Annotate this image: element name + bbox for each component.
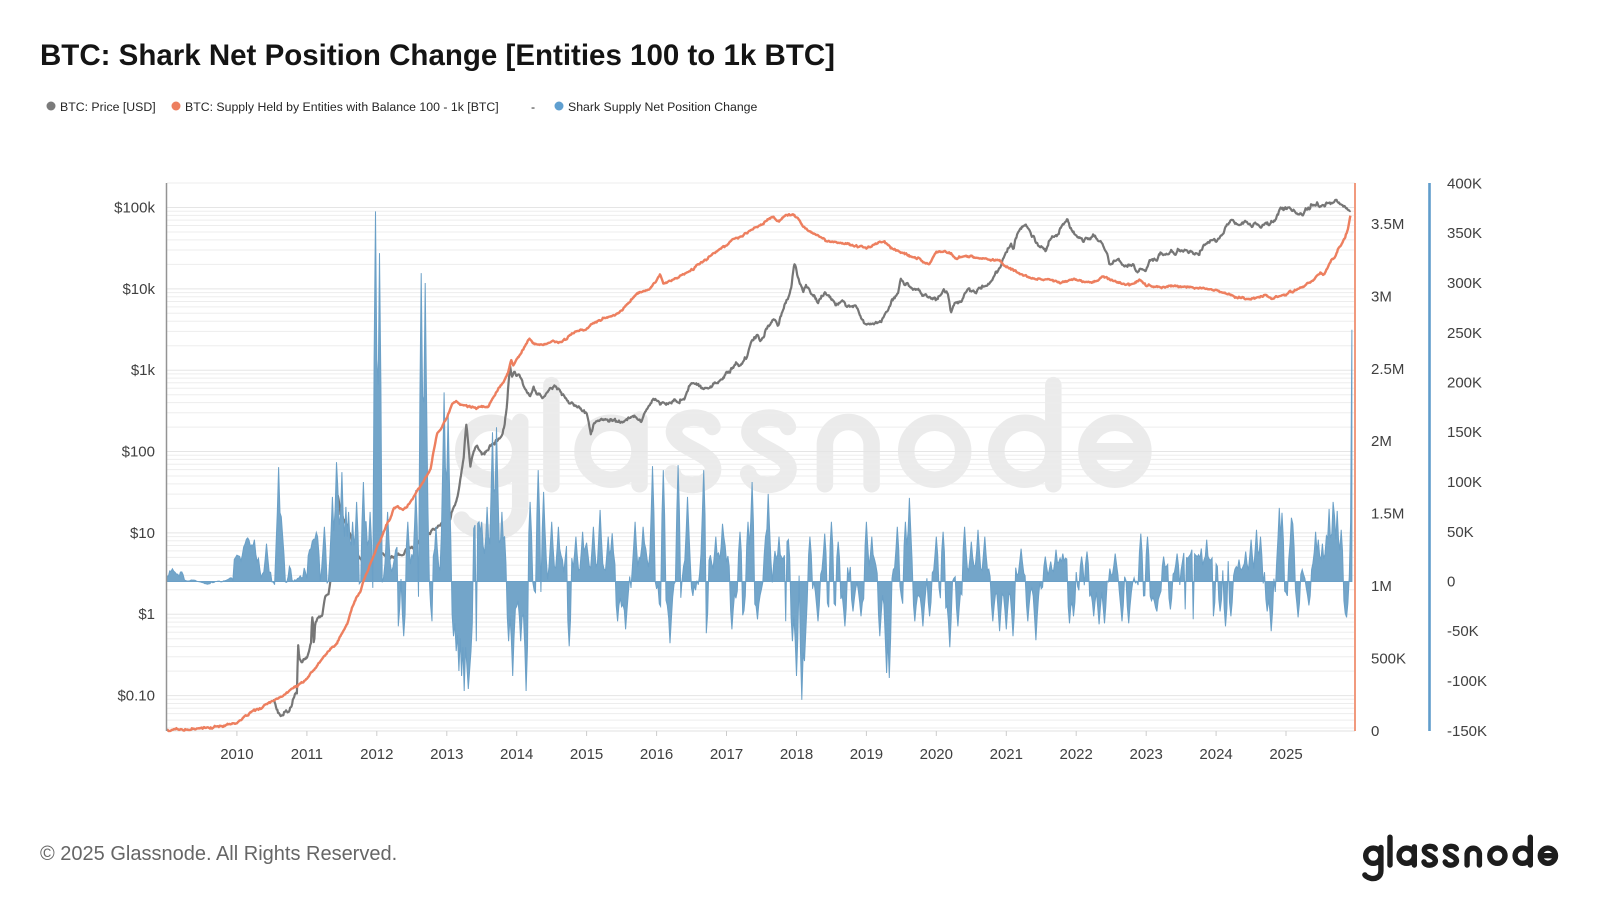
svg-text:2024: 2024	[1199, 746, 1232, 763]
svg-text:1M: 1M	[1371, 578, 1392, 595]
svg-text:2023: 2023	[1130, 746, 1163, 763]
svg-text:2019: 2019	[850, 746, 883, 763]
svg-text:350K: 350K	[1447, 225, 1482, 242]
svg-text:2022: 2022	[1060, 746, 1093, 763]
svg-text:$10: $10	[130, 525, 155, 542]
svg-text:500K: 500K	[1371, 651, 1406, 668]
svg-text:BTC: Shark Net Position Change: BTC: Shark Net Position Change [Entities…	[40, 39, 835, 72]
svg-text:2021: 2021	[990, 746, 1023, 763]
svg-text:0: 0	[1371, 723, 1379, 740]
svg-text:2020: 2020	[920, 746, 953, 763]
svg-text:300K: 300K	[1447, 275, 1482, 292]
svg-text:$100: $100	[122, 444, 155, 461]
svg-text:0: 0	[1447, 574, 1455, 591]
svg-text:2014: 2014	[500, 746, 533, 763]
svg-text:100K: 100K	[1447, 474, 1482, 491]
svg-text:3.5M: 3.5M	[1371, 216, 1404, 233]
svg-text:BTC: Supply Held by Entities w: BTC: Supply Held by Entities with Balanc…	[185, 100, 499, 114]
svg-text:2.5M: 2.5M	[1371, 361, 1404, 378]
svg-text:2M: 2M	[1371, 433, 1392, 450]
svg-text:2016: 2016	[640, 746, 673, 763]
svg-text:$10k: $10k	[122, 281, 155, 298]
svg-text:Shark Supply Net Position Chan: Shark Supply Net Position Change	[568, 100, 758, 114]
svg-text:2012: 2012	[360, 746, 393, 763]
svg-text:250K: 250K	[1447, 325, 1482, 342]
svg-text:$100k: $100k	[114, 200, 155, 217]
svg-text:BTC: Price [USD]: BTC: Price [USD]	[60, 100, 156, 114]
svg-text:1.5M: 1.5M	[1371, 506, 1404, 523]
svg-text:50K: 50K	[1447, 524, 1474, 541]
svg-text:2010: 2010	[220, 746, 253, 763]
svg-text:2018: 2018	[780, 746, 813, 763]
svg-text:2025: 2025	[1269, 746, 1302, 763]
svg-text:$0.10: $0.10	[117, 688, 155, 705]
svg-text:$1k: $1k	[131, 362, 156, 379]
svg-text:-: -	[531, 100, 535, 114]
svg-text:150K: 150K	[1447, 424, 1482, 441]
svg-text:2011: 2011	[291, 746, 323, 763]
svg-text:200K: 200K	[1447, 375, 1482, 392]
svg-text:-100K: -100K	[1447, 673, 1487, 690]
svg-text:-150K: -150K	[1447, 723, 1487, 740]
svg-text:© 2025 Glassnode. All Rights R: © 2025 Glassnode. All Rights Reserved.	[40, 843, 397, 865]
svg-text:3M: 3M	[1371, 288, 1392, 305]
svg-text:2017: 2017	[710, 746, 743, 763]
svg-text:$1: $1	[138, 606, 155, 623]
svg-text:-50K: -50K	[1447, 623, 1479, 640]
svg-text:2015: 2015	[570, 746, 603, 763]
svg-text:2013: 2013	[430, 746, 463, 763]
svg-text:400K: 400K	[1447, 176, 1482, 193]
